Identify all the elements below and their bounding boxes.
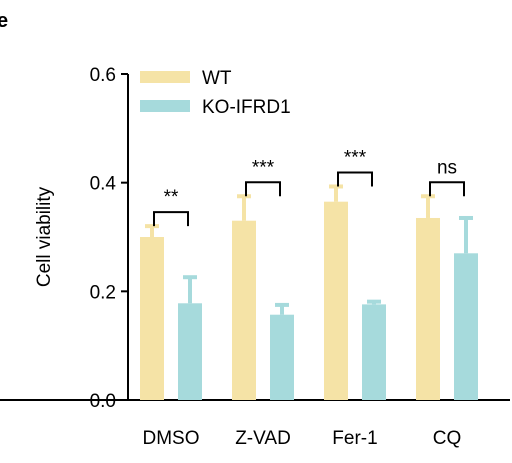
bar <box>232 220 256 400</box>
x-tick-label: Z-VAD <box>235 428 291 449</box>
axes: 0.0 0.2 0.4 0.6 DMSO Z-VAD Fer-1 CQ <box>0 65 510 449</box>
significance-brackets: ***** *** ns <box>153 147 465 227</box>
y-tick-label: 0.6 <box>90 65 116 86</box>
x-tick-label: CQ <box>433 428 462 449</box>
bar <box>140 237 164 400</box>
x-tick-label: Fer-1 <box>332 428 377 449</box>
significance-label: *** <box>252 157 275 178</box>
bar <box>324 201 348 400</box>
bar <box>454 253 478 400</box>
legend-label: WT <box>202 68 232 89</box>
legend: WT KO-IFRD1 <box>140 68 291 118</box>
error-bars <box>145 184 473 315</box>
bar <box>416 217 440 400</box>
significance-bracket <box>429 181 465 197</box>
bar <box>362 304 386 400</box>
x-tick-label: DMSO <box>143 428 200 449</box>
significance-bracket <box>245 181 281 197</box>
bar <box>178 303 202 400</box>
bar <box>270 314 294 400</box>
bars <box>140 201 478 400</box>
legend-label: KO-IFRD1 <box>202 97 291 118</box>
legend-swatch <box>140 71 190 83</box>
significance-bracket <box>153 211 189 227</box>
y-tick-label: 0.2 <box>90 282 116 303</box>
legend-swatch <box>140 100 190 112</box>
significance-label: ** <box>164 187 179 208</box>
y-tick-label: 0.0 <box>90 391 116 412</box>
y-axis-title: Cell viability <box>34 186 55 287</box>
significance-label: ns <box>437 157 457 178</box>
y-tick-label: 0.4 <box>90 174 117 195</box>
significance-label: *** <box>344 147 367 168</box>
panel-label: e <box>0 10 8 32</box>
significance-bracket <box>337 171 373 187</box>
